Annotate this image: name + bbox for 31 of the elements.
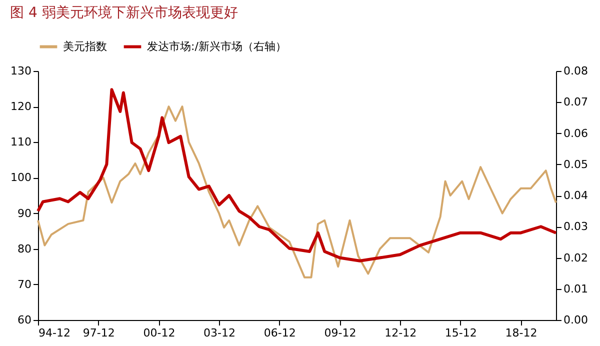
x-tick-label: 06-12 <box>264 326 296 340</box>
y-tick-label: 120 <box>10 100 32 114</box>
y-tick-label: 100 <box>10 171 32 184</box>
y2-tick-label: 0.00 <box>564 314 588 326</box>
y-tick-label: 70 <box>18 278 32 291</box>
y2-tick-label: 0.07 <box>564 96 588 109</box>
y2-tick-label: 0.04 <box>564 189 588 202</box>
x-tick-label: 03-12 <box>204 326 236 340</box>
y2-tick-label: 0.05 <box>564 158 588 171</box>
y-tick-label: 110 <box>10 136 32 149</box>
y2-tick-label: 0.01 <box>564 282 588 296</box>
x-tick-label: 00-12 <box>143 326 176 340</box>
x-tick-label: 09-12 <box>324 326 356 340</box>
y2-tick-label: 0.06 <box>564 126 588 140</box>
x-tick-label: 12-12 <box>384 326 417 340</box>
y-tick-label: 60 <box>18 314 32 326</box>
chart-title: 图 4 弱美元环境下新兴市场表现更好 <box>10 5 238 21</box>
y-tick-label: 90 <box>18 206 32 220</box>
x-tick-label: 97-12 <box>82 326 115 340</box>
line-series <box>36 88 558 262</box>
x-tick-label: 94-12 <box>38 326 70 340</box>
y-tick-label: 130 <box>10 64 32 78</box>
x-tick-label: 15-12 <box>444 326 477 340</box>
x-tick-label: 18-12 <box>505 326 538 340</box>
y2-tick-label: 0.08 <box>564 64 588 78</box>
y2-tick-label: 0.02 <box>564 251 588 264</box>
y2-tick-label: 0.03 <box>564 220 588 234</box>
legend-label: 美元指数 <box>63 40 107 53</box>
y-tick-label: 80 <box>18 242 32 256</box>
legend-label: 发达市场:/新兴市场（右轴） <box>147 40 286 53</box>
line-series <box>37 106 557 278</box>
